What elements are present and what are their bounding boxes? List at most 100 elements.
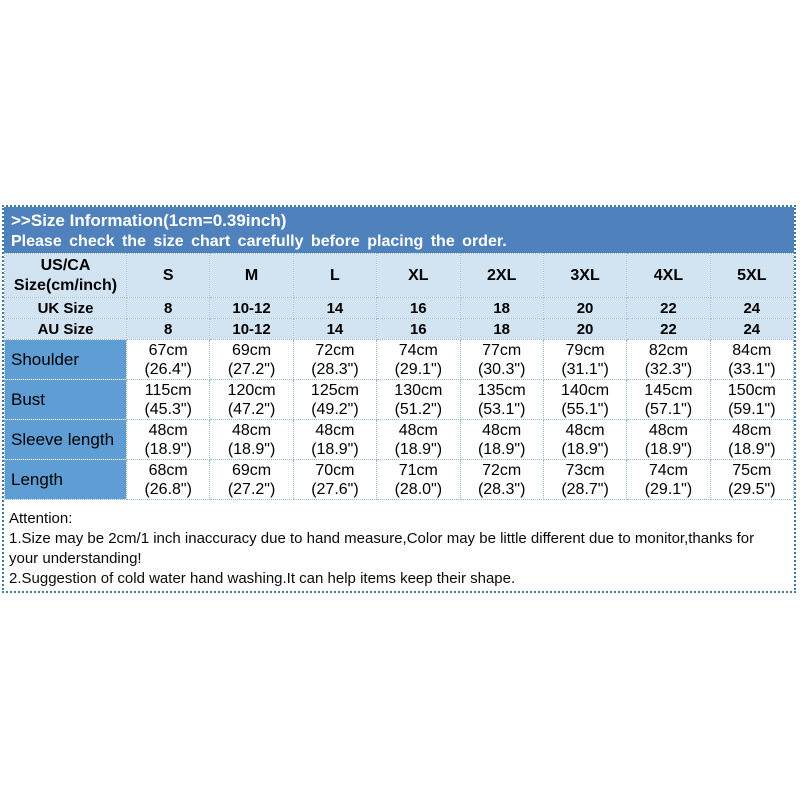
value-cm: 115cm — [144, 381, 192, 399]
value-inch: (18.9") — [394, 440, 443, 458]
value-cm: 79cm — [565, 341, 605, 359]
corner-cell: US/CA Size(cm/inch) — [4, 253, 127, 298]
shoulder-value-m: 69cm (27.2") — [209, 339, 294, 380]
value-inch: (27.6") — [311, 480, 359, 498]
au-size-value-4xl: 22 — [626, 318, 711, 340]
value-inch: (27.2") — [227, 360, 276, 378]
value-cm: 125cm — [310, 381, 359, 399]
uk-size-value-3xl: 20 — [542, 297, 628, 319]
corner-line2: Size(cm/inch) — [13, 276, 118, 294]
value-cm: 74cm — [398, 341, 438, 359]
sleeve-length-value-5xl: 48cm (18.9") — [709, 419, 795, 460]
au-size-value-xl: 16 — [376, 318, 461, 340]
shoulder-value-3xl: 79cm (31.1") — [542, 339, 628, 380]
value-inch: (18.9") — [227, 440, 276, 458]
value-inch: (26.4") — [144, 360, 192, 378]
uk-size-value-5xl: 24 — [709, 297, 795, 319]
bust-value-s: 115cm (45.3") — [125, 379, 211, 420]
size-table: US/CA Size(cm/inch) S M L XL 2XL 3XL 4XL 5XL UK Si… — [4, 253, 795, 500]
size-table-body: US/CA Size(cm/inch) S M L XL 2XL 3XL 4XL 5XL UK Si… — [4, 253, 795, 500]
uk-size-value-m: 10-12 — [209, 297, 294, 319]
table-row-au-size: AU Size 8 10-12 14 16 18 20 22 24 — [4, 318, 795, 340]
attention-heading: Attention: — [9, 510, 73, 527]
size-header-m: M — [209, 253, 294, 298]
size-header-5xl: 5XL — [709, 253, 795, 298]
sleeve-length-label: Sleeve length — [4, 419, 127, 460]
value-cm: 135cm — [477, 381, 526, 399]
sleeve-length-value-2xl: 48cm (18.9") — [459, 419, 544, 460]
au-size-value-3xl: 20 — [542, 318, 628, 340]
size-header-2xl: 2XL — [459, 253, 544, 298]
length-value-s: 68cm (26.8") — [125, 459, 211, 500]
shoulder-value-l: 72cm (28.3") — [292, 339, 378, 380]
value-inch: (30.3") — [477, 360, 526, 378]
value-cm: 84cm — [732, 341, 772, 359]
size-header-xl: XL — [376, 253, 461, 298]
value-cm: 67cm — [148, 341, 188, 359]
value-cm: 70cm — [315, 461, 355, 479]
size-header-s: S — [125, 253, 211, 298]
size-chart-frame: >>Size Information(1cm=0.39inch) Please … — [2, 205, 796, 593]
value-inch: (18.9") — [311, 440, 359, 458]
banner: >>Size Information(1cm=0.39inch) Please … — [4, 207, 794, 253]
bust-value-xl: 130cm (51.2") — [376, 379, 461, 420]
au-size-value-l: 14 — [292, 318, 378, 340]
value-cm: 48cm — [398, 421, 438, 439]
length-label: Length — [4, 459, 127, 500]
value-inch: (59.1") — [728, 400, 776, 418]
value-cm: 71cm — [398, 461, 438, 479]
corner-line1: US/CA — [40, 256, 91, 274]
length-value-4xl: 74cm (29.1") — [626, 459, 711, 500]
sleeve-length-value-4xl: 48cm (18.9") — [626, 419, 711, 460]
sleeve-length-value-xl: 48cm (18.9") — [376, 419, 461, 460]
banner-title: >>Size Information(1cm=0.39inch) — [11, 211, 287, 230]
shoulder-value-s: 67cm (26.4") — [125, 339, 211, 380]
shoulder-value-2xl: 77cm (30.3") — [459, 339, 544, 380]
value-cm: 75cm — [732, 461, 772, 479]
value-inch: (27.2") — [227, 480, 276, 498]
au-size-value-s: 8 — [125, 318, 211, 340]
au-size-value-5xl: 24 — [709, 318, 795, 340]
value-inch: (18.9") — [644, 440, 693, 458]
length-value-l: 70cm (27.6") — [292, 459, 378, 500]
value-cm: 48cm — [732, 421, 772, 439]
length-value-3xl: 73cm (28.7") — [542, 459, 628, 500]
value-cm: 77cm — [482, 341, 522, 359]
length-value-m: 69cm (27.2") — [209, 459, 294, 500]
value-inch: (28.3") — [477, 480, 526, 498]
value-cm: 48cm — [482, 421, 522, 439]
value-cm: 48cm — [148, 421, 188, 439]
attention-note-1: 1.Size may be 2cm/1 inch inaccuracy due … — [9, 530, 755, 567]
uk-size-value-2xl: 18 — [459, 297, 544, 319]
sleeve-length-value-l: 48cm (18.9") — [292, 419, 378, 460]
value-cm: 73cm — [565, 461, 605, 479]
value-inch: (28.3") — [311, 360, 359, 378]
bust-value-m: 120cm (47.2") — [209, 379, 294, 420]
uk-size-value-s: 8 — [125, 297, 211, 319]
value-cm: 120cm — [227, 381, 276, 399]
banner-subtitle: Please check the size chart carefully be… — [11, 233, 507, 250]
table-row-bust: Bust 115cm (45.3") 120cm (47.2") 125cm (49.2")… — [4, 379, 795, 420]
value-inch: (29.1") — [394, 360, 443, 378]
length-value-5xl: 75cm (29.5") — [709, 459, 795, 500]
au-size-label: AU Size — [4, 318, 127, 340]
au-size-value-m: 10-12 — [209, 318, 294, 340]
bust-value-l: 125cm (49.2") — [292, 379, 378, 420]
bust-value-5xl: 150cm (59.1") — [709, 379, 795, 420]
value-cm: 72cm — [315, 341, 355, 359]
value-cm: 82cm — [648, 341, 688, 359]
value-inch: (47.2") — [227, 400, 276, 418]
length-value-2xl: 72cm (28.3") — [459, 459, 544, 500]
value-inch: (18.9") — [144, 440, 192, 458]
value-inch: (28.0") — [394, 480, 443, 498]
value-cm: 68cm — [148, 461, 188, 479]
uk-size-value-4xl: 22 — [626, 297, 711, 319]
shoulder-value-5xl: 84cm (33.1") — [709, 339, 795, 380]
sleeve-length-value-3xl: 48cm (18.9") — [542, 419, 628, 460]
size-header-l: L — [292, 253, 378, 298]
uk-size-value-l: 14 — [292, 297, 378, 319]
value-inch: (49.2") — [311, 400, 359, 418]
value-inch: (18.9") — [477, 440, 526, 458]
value-inch: (45.3") — [144, 400, 192, 418]
